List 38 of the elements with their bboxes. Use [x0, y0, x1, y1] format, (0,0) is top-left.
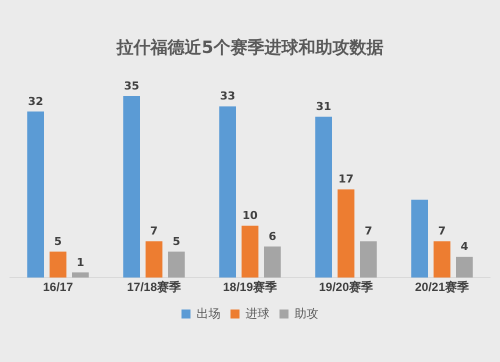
data-label: 33 — [220, 90, 236, 103]
x-tick-label: 16/17 — [42, 280, 74, 294]
bar — [242, 226, 258, 278]
bar — [264, 246, 281, 278]
legend-label: 出场 — [196, 306, 220, 320]
bar — [219, 106, 236, 278]
bar — [411, 200, 428, 278]
x-tick-label: 20/21赛季 — [414, 280, 470, 294]
bar — [168, 252, 185, 278]
bar — [146, 241, 162, 278]
data-label: 7 — [438, 224, 446, 238]
data-label: 7 — [364, 224, 372, 238]
chart-title: 拉什福德近5个赛季进球和助攻数据 — [115, 37, 384, 59]
data-label: 10 — [242, 209, 258, 222]
data-label: 31 — [316, 100, 332, 114]
data-label: 6 — [268, 230, 277, 243]
bar — [50, 252, 66, 278]
data-label: 32 — [28, 94, 44, 108]
data-label: 1 — [76, 256, 84, 269]
bar — [456, 256, 473, 278]
data-label: 7 — [150, 224, 158, 238]
bar — [434, 241, 450, 278]
bar — [123, 96, 140, 278]
x-tick-label: 19/20赛季 — [318, 280, 374, 294]
bar — [360, 241, 377, 278]
bar — [27, 112, 44, 278]
data-label: 17 — [338, 172, 354, 186]
bar — [338, 189, 354, 278]
legend-label: 助攻 — [294, 306, 318, 320]
x-tick-label: 17/18赛季 — [126, 280, 182, 294]
data-label: 5 — [172, 235, 180, 248]
legend-label: 进球 — [246, 306, 270, 320]
bar — [315, 116, 332, 278]
x-tick-label: 18/19赛季 — [222, 280, 278, 294]
bar — [72, 272, 89, 278]
data-label: 5 — [54, 235, 62, 248]
data-label: 35 — [124, 79, 140, 92]
data-label: 4 — [460, 240, 469, 254]
